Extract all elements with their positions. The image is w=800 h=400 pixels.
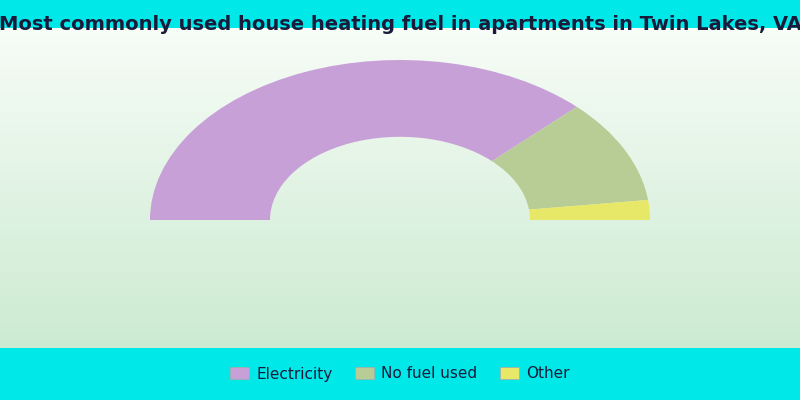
Wedge shape	[150, 60, 577, 220]
Text: Most commonly used house heating fuel in apartments in Twin Lakes, VA: Most commonly used house heating fuel in…	[0, 14, 800, 34]
Legend: Electricity, No fuel used, Other: Electricity, No fuel used, Other	[224, 360, 576, 388]
Wedge shape	[492, 107, 648, 210]
Wedge shape	[529, 200, 650, 220]
